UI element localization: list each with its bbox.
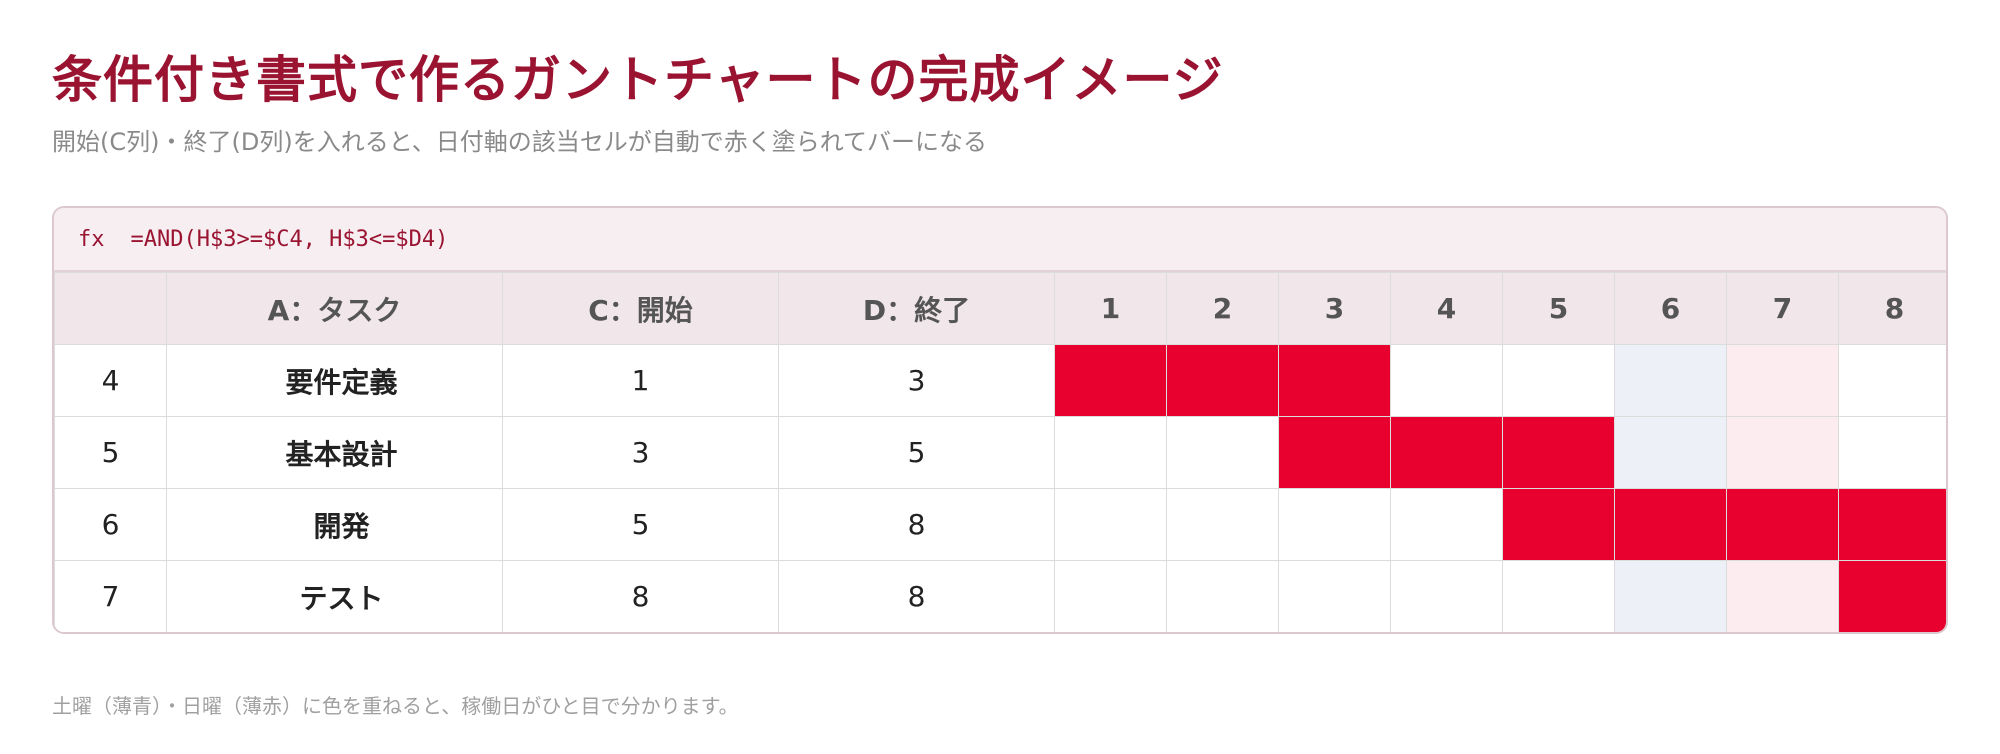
gantt-bar-cell[interactable] — [1614, 488, 1727, 561]
day-header[interactable]: 7 — [1726, 272, 1839, 345]
day-cell[interactable] — [1614, 344, 1727, 417]
day-header[interactable]: 6 — [1614, 272, 1727, 345]
day-cell[interactable] — [1054, 488, 1167, 561]
day-cell[interactable] — [1614, 560, 1727, 632]
day-cell[interactable] — [1166, 560, 1279, 632]
day-header[interactable]: 3 — [1278, 272, 1391, 345]
table-row: 6 開発 5 8 — [54, 488, 1946, 561]
task-cell[interactable]: 開発 — [166, 488, 503, 561]
day-header[interactable]: 2 — [1166, 272, 1279, 345]
day-cell[interactable] — [1614, 416, 1727, 489]
day-cell[interactable] — [1726, 416, 1839, 489]
end-cell[interactable]: 5 — [778, 416, 1055, 489]
day-cell[interactable] — [1390, 488, 1503, 561]
day-cell[interactable] — [1726, 344, 1839, 417]
day-cell[interactable] — [1502, 560, 1615, 632]
start-cell[interactable]: 3 — [502, 416, 779, 489]
day-header[interactable]: 1 — [1054, 272, 1167, 345]
end-cell[interactable]: 8 — [778, 560, 1055, 632]
gantt-bar-cell[interactable] — [1502, 416, 1615, 489]
header-row: A：タスク C：開始 D：終了 1 2 3 4 5 6 7 8 — [54, 272, 1946, 345]
task-column-header[interactable]: A：タスク — [166, 272, 503, 345]
end-cell[interactable]: 8 — [778, 488, 1055, 561]
day-header[interactable]: 5 — [1502, 272, 1615, 345]
end-cell[interactable]: 3 — [778, 344, 1055, 417]
page-title: 条件付き書式で作るガントチャートの完成イメージ — [52, 51, 1224, 109]
task-cell[interactable]: テスト — [166, 560, 503, 632]
day-cell[interactable] — [1502, 344, 1615, 417]
fx-icon: fx — [78, 226, 105, 252]
gantt-bar-cell[interactable] — [1278, 344, 1391, 417]
gantt-bar-cell[interactable] — [1390, 416, 1503, 489]
gantt-bar-cell[interactable] — [1838, 560, 1946, 632]
end-column-header[interactable]: D：終了 — [778, 272, 1055, 345]
day-header[interactable]: 4 — [1390, 272, 1503, 345]
day-cell[interactable] — [1726, 560, 1839, 632]
day-cell[interactable] — [1278, 488, 1391, 561]
row-number[interactable]: 5 — [54, 416, 167, 489]
gantt-bar-cell[interactable] — [1278, 416, 1391, 489]
start-cell[interactable]: 8 — [502, 560, 779, 632]
row-number[interactable]: 4 — [54, 344, 167, 417]
table-row: 4 要件定義 1 3 — [54, 344, 1946, 417]
day-cell[interactable] — [1054, 416, 1167, 489]
page-subtitle: 開始(C列)・終了(D列)を入れると、日付軸の該当セルが自動で赤く塗られてバーに… — [52, 128, 988, 156]
table-row: 7 テスト 8 8 — [54, 560, 1946, 632]
gantt-table: A：タスク C：開始 D：終了 1 2 3 4 5 6 7 8 4 要件定義 1… — [54, 272, 1946, 632]
day-cell[interactable] — [1838, 416, 1946, 489]
gantt-bar-cell[interactable] — [1502, 488, 1615, 561]
gantt-bar-cell[interactable] — [1726, 488, 1839, 561]
gantt-bar-cell[interactable] — [1166, 344, 1279, 417]
day-cell[interactable] — [1278, 560, 1391, 632]
day-cell[interactable] — [1054, 560, 1167, 632]
day-cell[interactable] — [1838, 344, 1946, 417]
task-cell[interactable]: 要件定義 — [166, 344, 503, 417]
gantt-bar-cell[interactable] — [1054, 344, 1167, 417]
row-number[interactable]: 7 — [54, 560, 167, 632]
task-cell[interactable]: 基本設計 — [166, 416, 503, 489]
table-row: 5 基本設計 3 5 — [54, 416, 1946, 489]
row-number[interactable]: 6 — [54, 488, 167, 561]
day-cell[interactable] — [1390, 560, 1503, 632]
start-cell[interactable]: 1 — [502, 344, 779, 417]
corner-header[interactable] — [54, 272, 167, 345]
day-cell[interactable] — [1390, 344, 1503, 417]
day-cell[interactable] — [1166, 488, 1279, 561]
start-column-header[interactable]: C：開始 — [502, 272, 779, 345]
formula-text[interactable]: =AND(H$3>=$C4, H$3<=$D4) — [130, 226, 449, 252]
gantt-bar-cell[interactable] — [1838, 488, 1946, 561]
spreadsheet: fx =AND(H$3>=$C4, H$3<=$D4) A：タスク C：開始 D… — [52, 206, 1948, 634]
start-cell[interactable]: 5 — [502, 488, 779, 561]
day-cell[interactable] — [1166, 416, 1279, 489]
formula-bar[interactable]: fx =AND(H$3>=$C4, H$3<=$D4) — [54, 208, 1946, 272]
day-header[interactable]: 8 — [1838, 272, 1946, 345]
footnote: 土曜（薄青）・日曜（薄赤）に色を重ねると、稼働日がひと目で分かります。 — [52, 694, 739, 718]
